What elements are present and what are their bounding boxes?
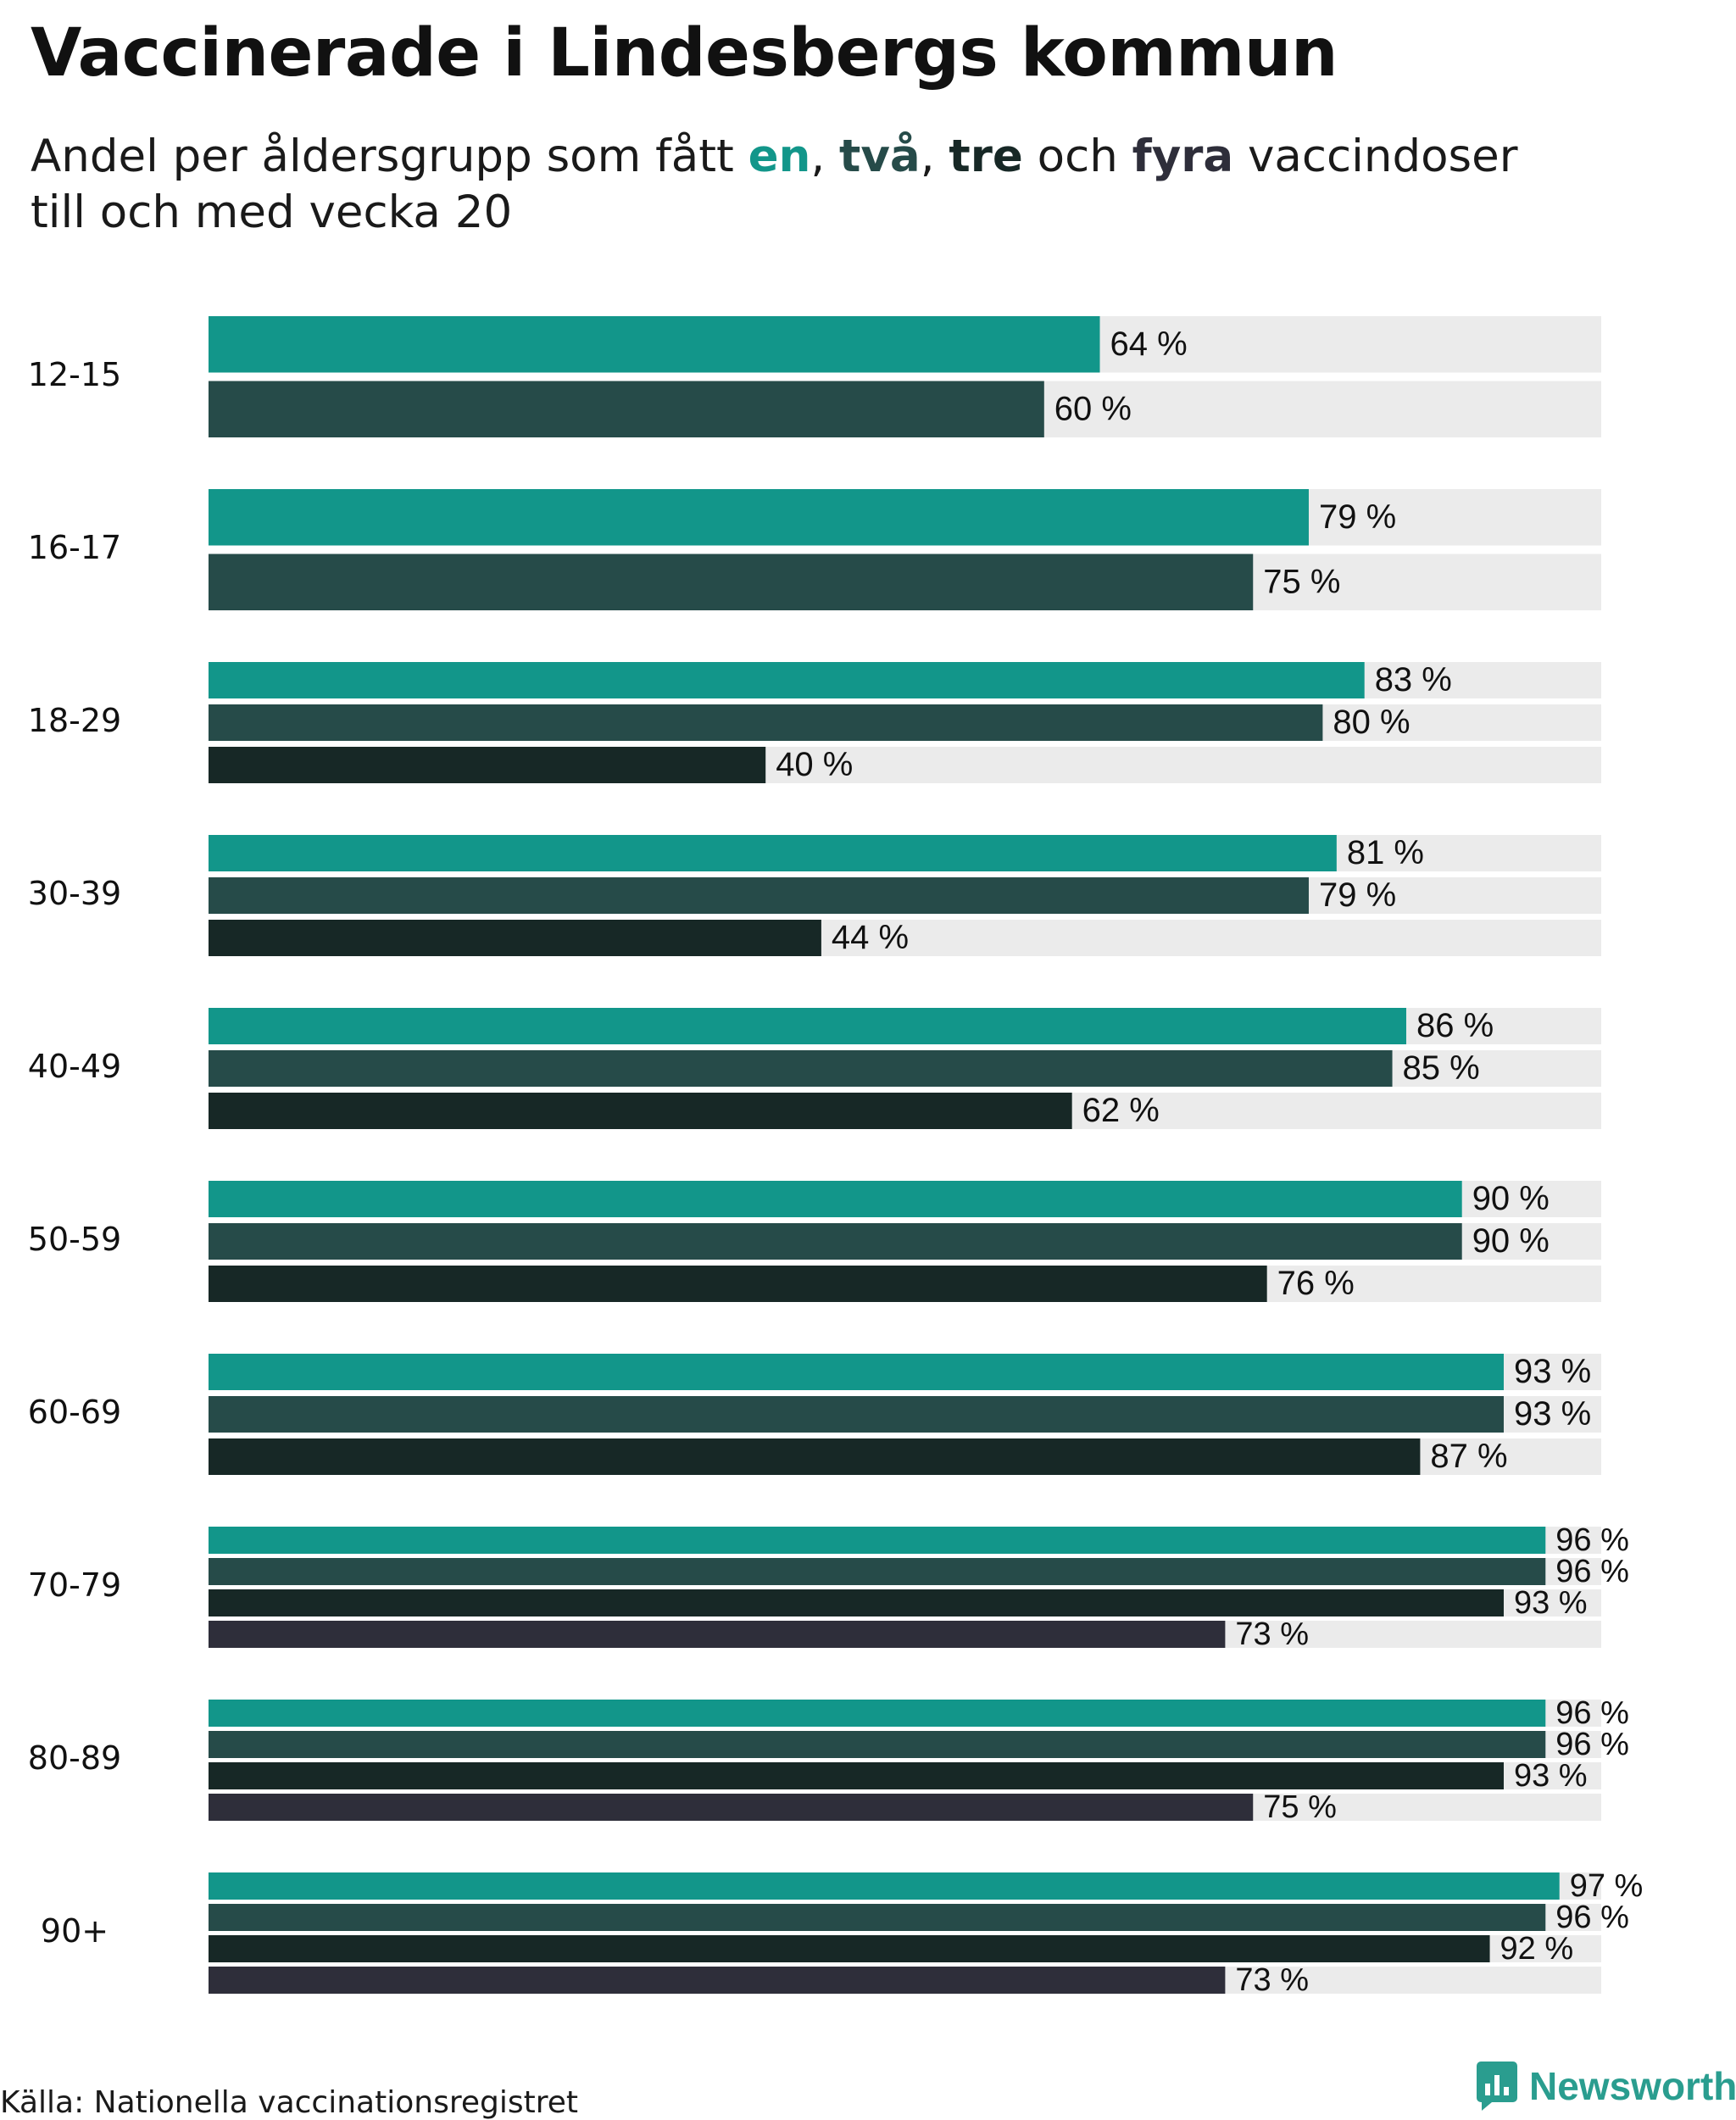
bar-tre — [209, 1438, 1421, 1475]
value-label: 96 % — [1555, 1554, 1629, 1589]
value-label: 64 % — [1110, 326, 1188, 363]
chart-title: Vaccinerade i Lindesbergs kommun — [31, 15, 1338, 92]
bar-fyra — [209, 1794, 1254, 1821]
bar-tre — [209, 920, 821, 956]
bar-en — [209, 1872, 1560, 1900]
bar-två — [209, 381, 1044, 437]
value-label: 93 % — [1514, 1353, 1591, 1390]
category-label: 60-69 — [28, 1394, 121, 1431]
bar-tre — [209, 1762, 1504, 1789]
chart-subtitle: Andel per åldersgrupp som fått en, två, … — [31, 129, 1641, 241]
value-label: 93 % — [1514, 1395, 1591, 1433]
value-label: 92 % — [1500, 1931, 1574, 1967]
value-label: 62 % — [1082, 1092, 1160, 1129]
subtitle-sep1: , — [810, 131, 840, 182]
bar-en — [209, 1008, 1406, 1044]
legend-word-en: en — [748, 131, 811, 182]
bar-en — [209, 1181, 1462, 1217]
value-label: 81 % — [1347, 834, 1424, 871]
value-label: 75 % — [1263, 1789, 1337, 1825]
value-label: 40 % — [776, 746, 853, 783]
source-note: Källa: Nationella vaccinationsregistret — [0, 2085, 578, 2120]
bar-en — [209, 489, 1309, 546]
value-label: 80 % — [1333, 704, 1410, 741]
category-label: 50-59 — [28, 1221, 121, 1258]
legend-word-tre: tre — [949, 131, 1023, 182]
subtitle-mid: och — [1022, 131, 1132, 182]
bar-två — [209, 1223, 1462, 1260]
bar-tre — [209, 1589, 1504, 1616]
category-label: 80-89 — [28, 1739, 121, 1777]
category-label: 16-17 — [28, 529, 121, 566]
newsworthy-logo-icon — [1477, 2062, 1517, 2111]
bar-tre — [209, 1266, 1267, 1302]
brand-name: Newsworthy — [1529, 2064, 1736, 2108]
bar-två — [209, 1050, 1393, 1087]
value-label: 60 % — [1054, 390, 1132, 427]
value-label: 96 % — [1555, 1900, 1629, 1935]
value-label: 87 % — [1430, 1438, 1507, 1475]
bar-två — [209, 1396, 1504, 1433]
legend-word-tva: två — [839, 131, 921, 182]
bar-fyra — [209, 1967, 1226, 1994]
value-label: 97 % — [1570, 1868, 1644, 1904]
bar-en — [209, 1700, 1546, 1727]
value-label: 90 % — [1472, 1180, 1550, 1217]
bar-tre — [209, 747, 766, 783]
category-label: 40-49 — [28, 1048, 121, 1085]
value-label: 76 % — [1277, 1265, 1355, 1302]
category-label: 70-79 — [28, 1566, 121, 1604]
bar-två — [209, 877, 1309, 914]
value-label: 73 % — [1235, 1616, 1309, 1652]
value-label: 96 % — [1555, 1522, 1629, 1558]
bar-en — [209, 662, 1365, 698]
value-label: 93 % — [1514, 1585, 1588, 1621]
value-label: 96 % — [1555, 1727, 1629, 1762]
value-label: 83 % — [1375, 661, 1452, 698]
value-label: 75 % — [1263, 563, 1340, 600]
bar-två — [209, 704, 1323, 741]
bar-chart: 12-15 64 % 60 % 16-17 79 % 75 % 18-29 83 % 80 % 4… — [28, 316, 1644, 1998]
bar-två — [209, 1904, 1546, 1931]
bar-fyra — [209, 1621, 1226, 1648]
value-label: 96 % — [1555, 1695, 1629, 1731]
value-label: 93 % — [1514, 1758, 1588, 1794]
bar-tre — [209, 1935, 1490, 1962]
value-label: 79 % — [1319, 876, 1396, 914]
bar-en — [209, 1354, 1504, 1390]
bar-två — [209, 1558, 1546, 1585]
subtitle-suffix: vaccindoser — [1233, 131, 1518, 182]
bar-tre — [209, 1093, 1072, 1129]
category-label: 18-29 — [28, 702, 121, 739]
legend-word-fyra: fyra — [1132, 131, 1234, 182]
bar-två — [209, 554, 1254, 610]
value-label: 44 % — [832, 919, 909, 956]
category-label: 30-39 — [28, 875, 121, 912]
bar-en — [209, 835, 1337, 871]
brand-logo: Newsworthy — [1477, 2062, 1736, 2111]
category-label: 90+ — [41, 1912, 108, 1950]
bar-en — [209, 316, 1100, 373]
value-label: 90 % — [1472, 1222, 1550, 1260]
subtitle-sep2: , — [920, 131, 949, 182]
value-label: 86 % — [1416, 1007, 1494, 1044]
subtitle-line2: till och med vecka 20 — [31, 186, 513, 238]
category-label: 12-15 — [28, 356, 121, 393]
value-label: 85 % — [1403, 1049, 1480, 1087]
bar-en — [209, 1527, 1546, 1554]
subtitle-prefix: Andel per åldersgrupp som fått — [31, 131, 748, 182]
value-label: 79 % — [1319, 498, 1396, 536]
value-label: 73 % — [1235, 1962, 1309, 1998]
bar-två — [209, 1731, 1546, 1758]
